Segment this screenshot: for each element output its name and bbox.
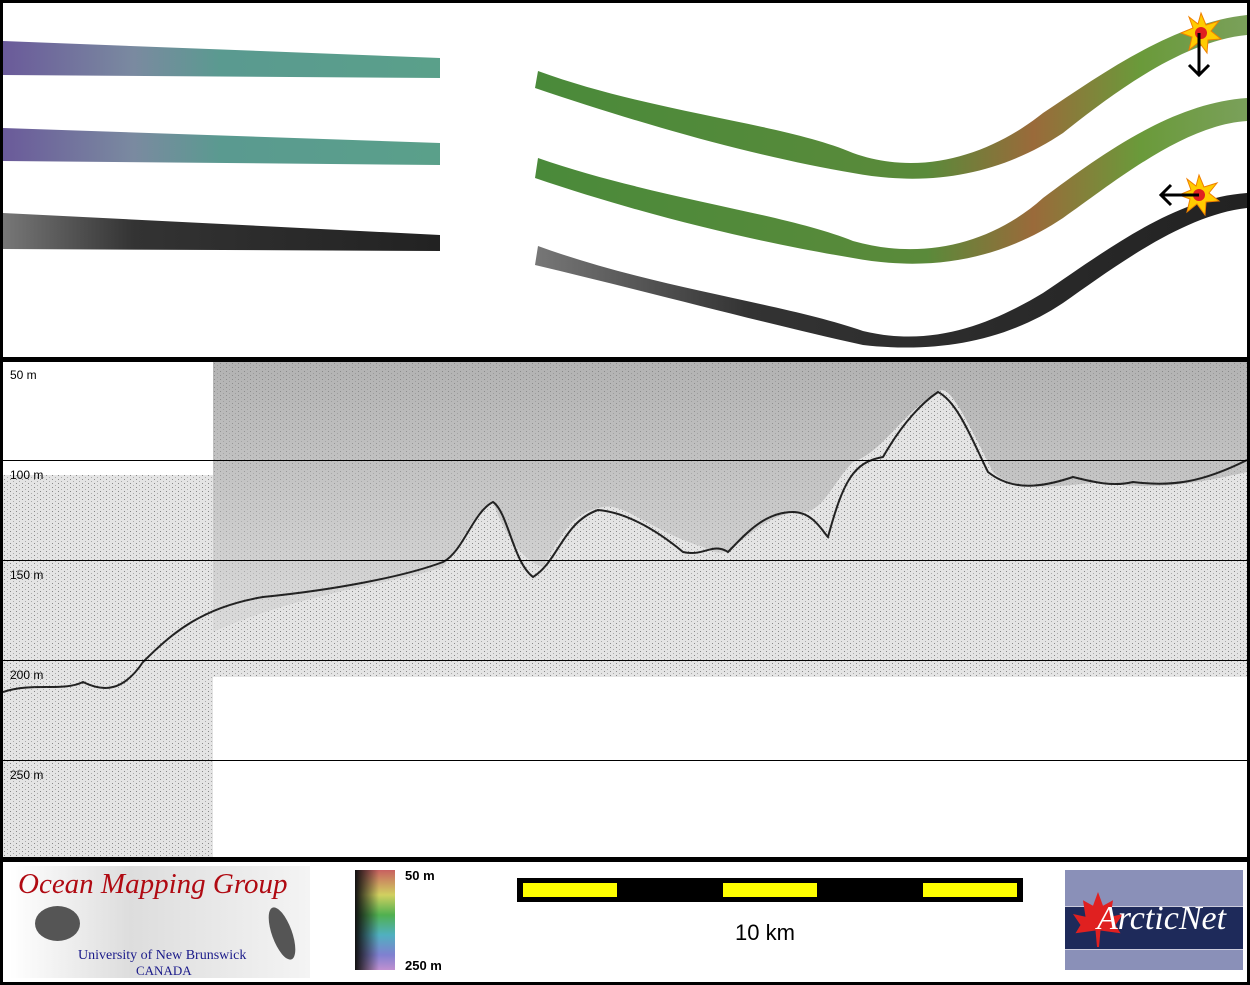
depth-label: 200 m [10, 668, 44, 682]
colorbar [355, 870, 395, 970]
depth-line-200 [3, 660, 1247, 661]
depth-line-100 [3, 460, 1247, 461]
strip-left-3 [3, 213, 440, 251]
depth-label: 100 m [10, 468, 44, 482]
scale-segment [923, 883, 1017, 897]
depth-label: 150 m [10, 568, 44, 582]
seabed-reflector [3, 390, 1247, 693]
arcticnet-logo: ArcticNet [1065, 870, 1243, 970]
arrow-left-icon [1158, 183, 1199, 207]
omg-logo: Ocean Mapping Group University of New Br… [10, 866, 310, 978]
water-column [213, 362, 1247, 632]
depth-line-250 [3, 760, 1247, 761]
arrow-down-icon [1187, 33, 1211, 78]
depth-line-150 [3, 560, 1247, 561]
colorbar-bottom-label: 250 m [405, 958, 442, 973]
towfish-image [263, 904, 301, 963]
bathymetry-strips-panel [3, 3, 1247, 357]
strip-left-2 [3, 128, 440, 165]
strip-right-1 [535, 15, 1247, 179]
vessel-image [35, 906, 80, 941]
bathymetry-strips [3, 11, 1247, 348]
depth-label: 250 m [10, 768, 44, 782]
legend-panel: Ocean Mapping Group University of New Br… [3, 862, 1247, 982]
strip-right-2 [535, 98, 1247, 264]
scale-label: 10 km [735, 920, 795, 945]
colorbar-top-label: 50 m [405, 868, 435, 883]
scale-segment [523, 883, 617, 897]
scale-segment [723, 883, 817, 897]
depth-label: 50 m [10, 368, 37, 382]
omg-country: CANADA [136, 963, 192, 978]
strip-right-3 [535, 193, 1247, 348]
omg-title: Ocean Mapping Group [18, 868, 288, 900]
omg-university: University of New Brunswick [78, 948, 247, 963]
arcticnet-text: ArcticNet [1097, 900, 1227, 937]
subbottom-profile-panel: 50 m 100 m 150 m 200 m 250 m [3, 362, 1247, 857]
scale-bar [517, 878, 1023, 902]
strip-left-1 [3, 41, 440, 78]
seismic-profile [3, 362, 1247, 857]
